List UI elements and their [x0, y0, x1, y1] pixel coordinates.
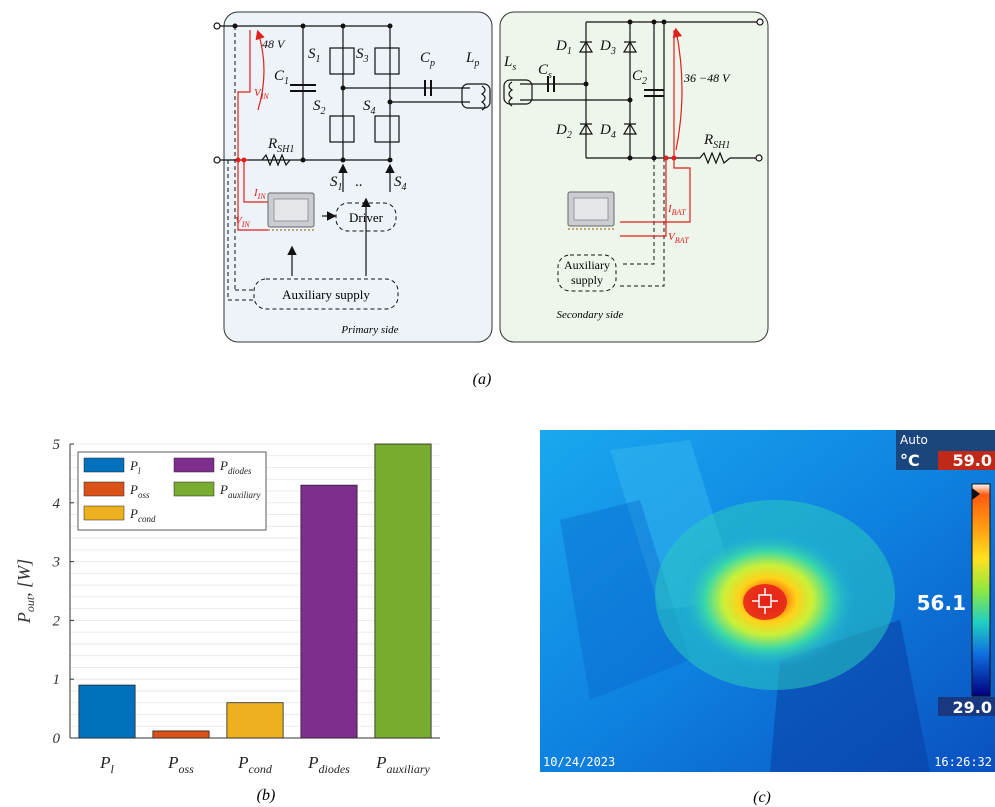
vbat-sense-label: VBAT — [668, 231, 689, 245]
caption-b: (b) — [257, 787, 276, 804]
s3-label: S3 — [356, 46, 369, 65]
crosshair-icon — [752, 588, 778, 614]
aux-supply-primary-label: Auxiliary supply — [282, 287, 370, 302]
y-axis-label: Pout, [W] — [14, 559, 37, 624]
vbat-range-label: 36 −48 V — [683, 71, 731, 85]
legend-swatch — [83, 505, 125, 521]
legend-entry: Pdiodes — [219, 458, 252, 476]
vin-value-label: 48 V — [262, 37, 286, 51]
cs-label: Cs — [538, 62, 552, 81]
thermal-mode-label: Auto — [900, 433, 928, 447]
gate-dots-label: .. — [355, 174, 363, 190]
microcontroller-chip-icon — [267, 192, 315, 231]
x-tick-label: Poss — [167, 753, 194, 776]
s1-label: S1 — [308, 46, 321, 65]
y-tick-label: 0 — [53, 731, 61, 747]
gate-s4-label: S4 — [394, 174, 407, 193]
rsh-primary-label: RSH1 — [267, 136, 294, 155]
iin-sense-label: IIN — [253, 187, 266, 201]
bar-P_oss — [152, 730, 210, 739]
legend-swatch — [173, 481, 215, 497]
legend-entry: Pauxiliary — [219, 482, 260, 500]
loss-bar-chart: 0 1 2 3 4 5 Pl Poss Pcond Pdiodes Pauxiliary Pout, … — [14, 437, 440, 776]
y-tick-label: 2 — [53, 613, 61, 629]
x-tick-label: Pauxiliary — [375, 753, 430, 776]
x-tick-label: Pdiodes — [307, 753, 350, 776]
driver-box-label: Driver — [349, 210, 384, 225]
secondary-side-label: Secondary side — [557, 309, 624, 321]
y-tick-label: 1 — [53, 672, 61, 688]
legend-swatch — [83, 481, 125, 497]
secondary-side-panel — [499, 11, 769, 343]
cp-label: Cp — [420, 50, 435, 69]
caption-a: (a) — [473, 371, 492, 388]
aux-supply-secondary-line2: supply — [571, 273, 603, 287]
vin-sense-label: VIN — [254, 87, 269, 101]
ls-label: Ls — [503, 54, 516, 73]
caption-c: (c) — [753, 789, 771, 806]
microcontroller-chip-icon — [567, 191, 615, 230]
gate-s1-label: S1 — [330, 174, 343, 193]
thermal-time: 16:26:32 — [934, 755, 992, 769]
legend-entry: Pl — [129, 458, 141, 476]
svg-text:48 V: 48 V — [262, 37, 286, 51]
legend-entry: Poss — [129, 482, 150, 500]
bar-P_auxiliary — [374, 443, 432, 739]
c1-label: C1 — [274, 68, 289, 87]
legend-swatch — [83, 457, 125, 473]
vin-sense-label-2: VIN — [235, 215, 250, 229]
s2-label: S2 — [313, 98, 326, 117]
thermal-max-label: 59.0 — [953, 451, 992, 470]
x-tick-label: Pcond — [237, 753, 273, 776]
bar-P_l — [78, 684, 136, 739]
d4-label: D4 — [599, 122, 616, 141]
x-tick-label: Pl — [99, 753, 114, 776]
c2-label: C2 — [632, 68, 647, 87]
bar-P_diodes — [300, 484, 358, 739]
rsh-secondary-label: RSH1 — [703, 132, 730, 151]
y-tick-label: 4 — [53, 496, 61, 512]
y-tick-label: 5 — [53, 437, 61, 453]
legend-entry: Pcond — [129, 506, 156, 524]
circuit-diagram: 48 V C1 S1 S3 S2 S4 Cp Lp RSH1 S1 .. S4 … — [213, 11, 769, 343]
thermal-date: 10/24/2023 — [543, 755, 615, 769]
primary-side-label: Primary side — [340, 324, 398, 336]
d1-label: D1 — [555, 38, 572, 57]
legend-swatch — [173, 457, 215, 473]
aux-supply-secondary-line1: Auxiliary — [564, 258, 610, 272]
bar-P_cond — [226, 702, 284, 739]
d2-label: D2 — [555, 122, 572, 141]
lp-label: Lp — [465, 50, 479, 69]
ibat-sense-label: IBAT — [667, 203, 686, 217]
thermal-unit-label: °C — [900, 451, 920, 470]
s4-label: S4 — [363, 98, 376, 117]
y-tick-label: 3 — [52, 555, 61, 571]
thermal-image — [540, 430, 995, 772]
d3-label: D3 — [599, 38, 616, 57]
thermal-min-label: 29.0 — [953, 698, 992, 717]
thermal-center-temp: 56.1 — [917, 591, 966, 615]
